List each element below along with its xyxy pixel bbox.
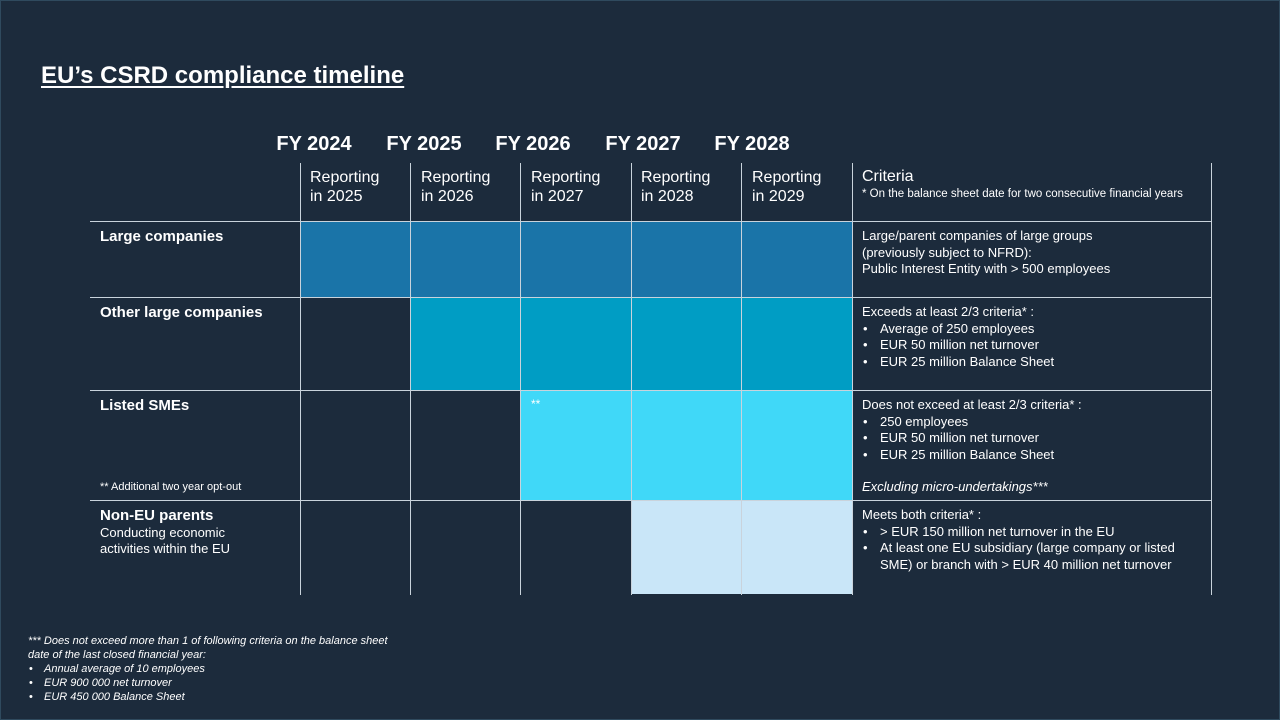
fy-header-2027: FY 2027 [605,133,681,155]
cell-other-large-2029 [742,297,852,390]
cell-listed-sme-2027 [521,390,632,500]
criteria-header-note: * On the balance sheet date for two cons… [862,188,1183,200]
cell-non-eu-2029 [742,500,852,594]
micro-exclusion: Excluding micro-undertakings*** [862,479,1048,494]
grid-divider [520,163,521,595]
criteria-bullet: EUR 25 million Balance Sheet [862,354,1207,371]
fy-header-2025: FY 2025 [386,133,462,155]
criteria-listed-sme: Does not exceed at least 2/3 criteria* :… [862,397,1207,496]
footnote-bullet: EUR 900 000 net turnover [28,676,388,690]
criteria-other-large: Exceeds at least 2/3 criteria* : Average… [862,304,1207,370]
cell-large-2025 [301,222,411,297]
criteria-header: Criteria [862,168,914,185]
criteria-bullet: Average of 250 employees [862,321,1207,338]
grid-divider [300,163,301,595]
opt-out-note: ** Additional two year opt-out [100,481,242,493]
criteria-large: Large/parent companies of large groups (… [862,228,1111,276]
opt-out-marker: ** [531,397,541,411]
criteria-bullet: > EUR 150 million net turnover in the EU [862,524,1207,541]
fy-header-2026: FY 2026 [495,133,571,155]
page-title: EU’s CSRD compliance timeline [41,62,405,89]
fy-header-2024: FY 2024 [276,133,352,155]
cell-other-large-2026 [411,297,521,390]
grid-divider [741,163,742,595]
grid-divider [90,297,1212,298]
cell-large-2028 [632,222,742,297]
row-label-non-eu: Non-EU parents [100,507,214,524]
grid-divider [90,500,1212,501]
criteria-non-eu: Meets both criteria* : > EUR 150 million… [862,507,1207,573]
reporting-header-2025: Reporting in 2025 [310,169,380,205]
reporting-header-2026: Reporting in 2026 [421,169,491,205]
row-label-listed-sme: Listed SMEs [100,397,190,414]
grid-divider [410,163,411,595]
footnote-bullet: EUR 450 000 Balance Sheet [28,690,388,704]
cell-listed-sme-2029 [742,390,852,500]
row-sublabel-non-eu: Conducting economic activities within the… [100,525,231,556]
cell-large-2029 [742,222,852,297]
fy-header-2028: FY 2028 [714,133,790,155]
reporting-header-2028: Reporting in 2028 [641,169,711,205]
grid-divider [631,163,632,595]
grid-divider [1211,163,1212,595]
criteria-bullet: EUR 50 million net turnover [862,430,1207,447]
criteria-bullet: 250 employees [862,414,1207,431]
footnote-bullet: Annual average of 10 employees [28,662,388,676]
row-label-other-large: Other large companies [100,304,263,321]
grid-divider [90,390,1212,391]
criteria-bullet: EUR 50 million net turnover [862,337,1207,354]
grid-divider [90,221,1212,222]
criteria-bullet: EUR 25 million Balance Sheet [862,447,1207,464]
footnote: *** Does not exceed more than 1 of follo… [28,634,388,704]
criteria-bullet: At least one EU subsidiary (large compan… [862,540,1195,573]
reporting-header-2029: Reporting in 2029 [752,169,822,205]
cell-large-2027 [521,222,632,297]
grid-divider [852,163,853,595]
cell-listed-sme-2028 [632,390,742,500]
cell-non-eu-2028 [632,500,742,594]
row-label-large: Large companies [100,228,224,245]
cell-large-2026 [411,222,521,297]
reporting-header-2027: Reporting in 2027 [531,169,601,205]
cell-other-large-2028 [632,297,742,390]
cell-other-large-2027 [521,297,632,390]
